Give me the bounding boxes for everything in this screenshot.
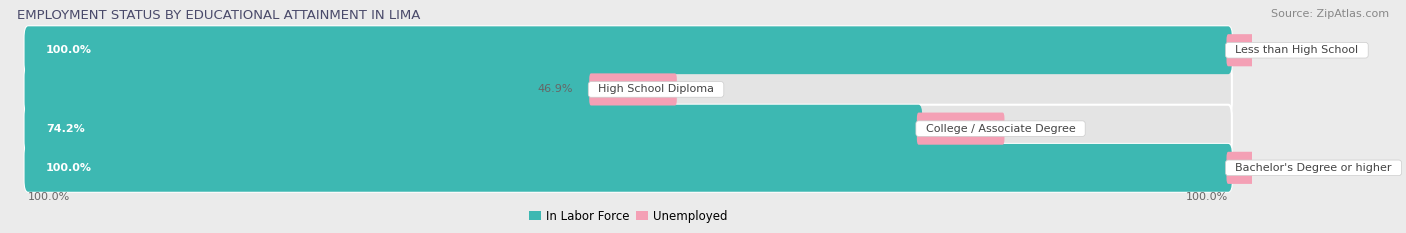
FancyBboxPatch shape [24, 65, 1232, 113]
Text: EMPLOYMENT STATUS BY EDUCATIONAL ATTAINMENT IN LIMA: EMPLOYMENT STATUS BY EDUCATIONAL ATTAINM… [17, 9, 420, 22]
FancyBboxPatch shape [24, 65, 595, 113]
Text: 0.0%: 0.0% [693, 84, 721, 94]
FancyBboxPatch shape [24, 26, 1232, 74]
FancyBboxPatch shape [24, 105, 922, 153]
FancyBboxPatch shape [1226, 152, 1315, 184]
Text: High School Diploma: High School Diploma [591, 84, 721, 94]
Text: 100.0%: 100.0% [1187, 192, 1229, 202]
FancyBboxPatch shape [589, 73, 676, 106]
FancyBboxPatch shape [24, 105, 1232, 153]
Text: Source: ZipAtlas.com: Source: ZipAtlas.com [1271, 9, 1389, 19]
FancyBboxPatch shape [24, 26, 1232, 74]
Text: College / Associate Degree: College / Associate Degree [918, 124, 1083, 134]
Text: Less than High School: Less than High School [1229, 45, 1365, 55]
FancyBboxPatch shape [24, 144, 1232, 192]
Text: 0.0%: 0.0% [1330, 45, 1358, 55]
Text: 46.9%: 46.9% [537, 84, 574, 94]
Text: 0.0%: 0.0% [1330, 163, 1358, 173]
Text: 0.0%: 0.0% [1021, 124, 1049, 134]
FancyBboxPatch shape [917, 113, 1004, 145]
Text: Bachelor's Degree or higher: Bachelor's Degree or higher [1229, 163, 1399, 173]
Text: 74.2%: 74.2% [46, 124, 84, 134]
Text: 100.0%: 100.0% [28, 192, 70, 202]
Text: 100.0%: 100.0% [46, 163, 93, 173]
Legend: In Labor Force, Unemployed: In Labor Force, Unemployed [524, 205, 733, 227]
FancyBboxPatch shape [1226, 34, 1315, 66]
Text: 100.0%: 100.0% [46, 45, 93, 55]
FancyBboxPatch shape [24, 144, 1232, 192]
